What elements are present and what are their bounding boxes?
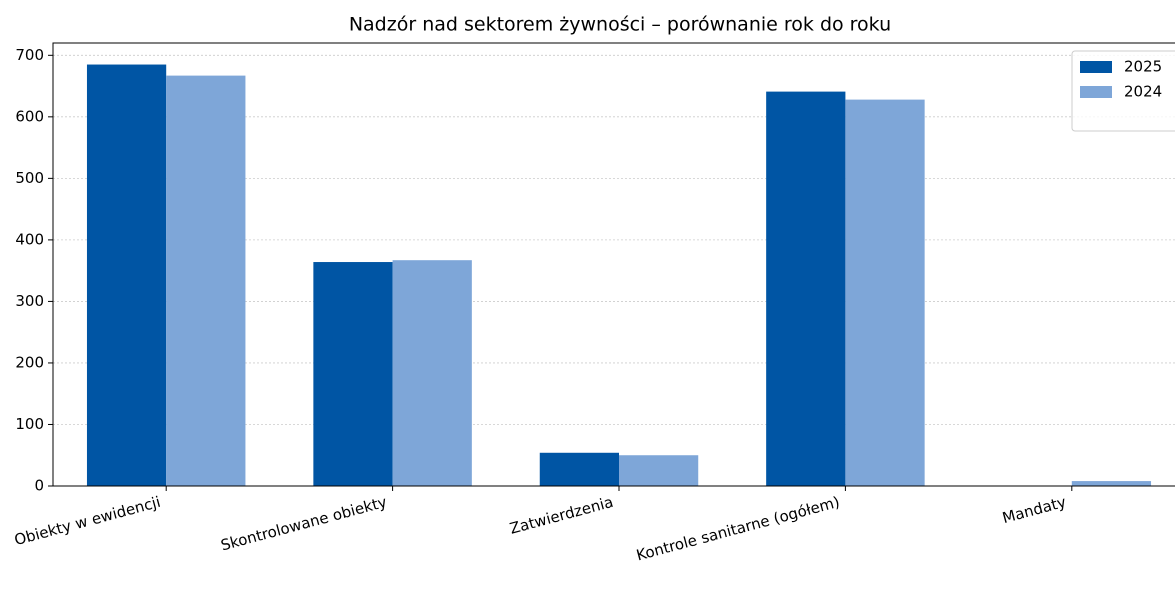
legend-label: 2024 xyxy=(1124,83,1162,101)
x-tick-label: Obiekty w ewidencji xyxy=(12,493,162,549)
x-tick-label: Skontrolowane obiekty xyxy=(219,493,389,555)
y-tick-label: 300 xyxy=(15,292,44,310)
y-tick-label: 500 xyxy=(15,169,44,187)
bar xyxy=(392,260,472,486)
y-tick-label: 700 xyxy=(15,46,44,64)
x-tick-label: Kontrole sanitarne (ogółem) xyxy=(634,493,841,565)
y-tick-label: 200 xyxy=(15,353,44,371)
y-tick-label: 600 xyxy=(15,107,44,125)
legend-swatch xyxy=(1080,61,1112,73)
chart-title: Nadzór nad sektorem żywności – porównani… xyxy=(349,14,891,36)
bar xyxy=(539,452,619,486)
y-tick-label: 400 xyxy=(15,230,44,248)
plot-frame xyxy=(52,42,1175,487)
bar xyxy=(1071,481,1152,486)
y-tick-label: 100 xyxy=(15,415,44,433)
legend-swatch xyxy=(1080,86,1112,98)
bar xyxy=(619,455,699,486)
bar xyxy=(766,91,846,487)
y-tick-label: 0 xyxy=(34,477,44,495)
x-tick-label: Zatwierdzenia xyxy=(508,493,615,538)
bar xyxy=(313,262,393,486)
bar xyxy=(845,99,925,486)
legend: 2025 2024 xyxy=(1071,50,1175,132)
bar xyxy=(166,75,246,486)
bar xyxy=(86,64,167,486)
x-tick-label: Mandaty xyxy=(1000,493,1068,527)
legend-label: 2025 xyxy=(1124,58,1162,76)
